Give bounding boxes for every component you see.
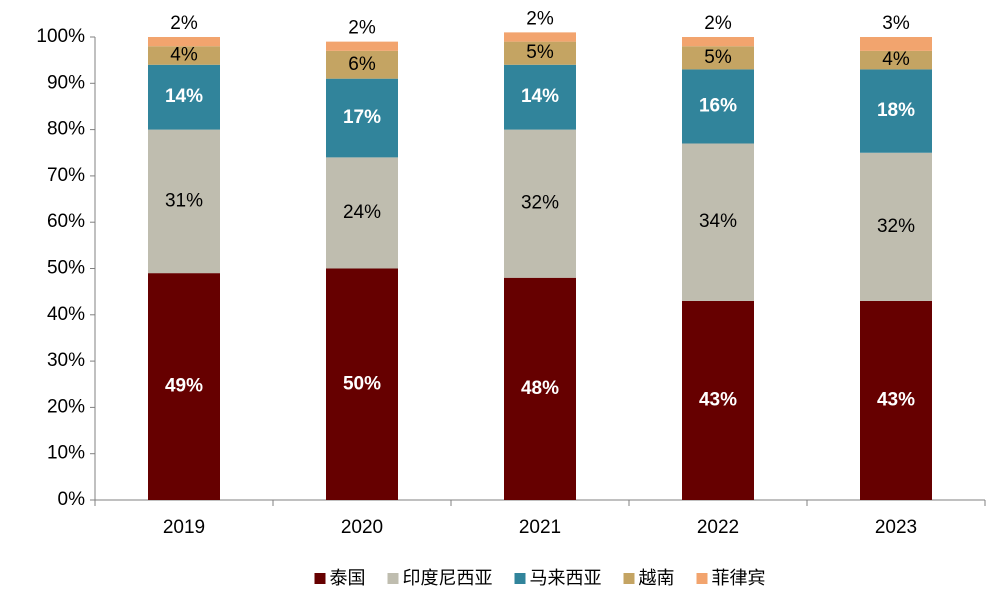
bar-segment (504, 277, 576, 500)
legend-label: 菲律宾 (712, 568, 766, 588)
bar-segment (504, 32, 576, 42)
legend-label: 越南 (639, 568, 675, 588)
data-label: 16% (699, 95, 737, 116)
bar-segment (148, 46, 220, 65)
bar-segment (860, 69, 932, 153)
y-tick-label: 50% (47, 258, 85, 279)
data-label: 2% (704, 13, 732, 34)
bar-segment (148, 64, 220, 130)
data-label: 6% (348, 54, 376, 75)
y-tick-label: 100% (36, 26, 85, 47)
data-label: 24% (343, 202, 381, 223)
y-tick-label: 70% (47, 165, 85, 186)
data-label: 43% (877, 389, 915, 410)
bar-segment (148, 37, 220, 47)
data-label: 2% (348, 18, 376, 39)
legend-label: 印度尼西亚 (403, 568, 493, 588)
bar-segment (326, 157, 398, 269)
bar-segment (860, 300, 932, 500)
bar-segment (326, 50, 398, 79)
legend-label: 马来西亚 (530, 568, 602, 588)
data-label: 2% (170, 13, 198, 34)
bar-segment (682, 37, 754, 47)
bar-segment (860, 37, 932, 51)
y-tick-label: 90% (47, 72, 85, 93)
y-tick-label: 80% (47, 119, 85, 140)
bar-segment (504, 41, 576, 65)
data-label: 18% (877, 100, 915, 121)
bar-segment (148, 273, 220, 500)
data-label: 32% (521, 193, 559, 214)
legend-label: 泰国 (330, 568, 366, 588)
bar-segment (504, 129, 576, 278)
y-tick-label: 40% (47, 304, 85, 325)
data-label: 32% (877, 216, 915, 237)
bar-segment (682, 300, 754, 500)
data-label: 50% (343, 373, 381, 394)
y-tick-label: 20% (47, 396, 85, 417)
bar-segment (682, 143, 754, 301)
bar-segment (326, 78, 398, 158)
x-tick-label: 2021 (519, 517, 561, 538)
bar-segment (860, 152, 932, 301)
bar-segment (504, 64, 576, 130)
data-label: 48% (521, 378, 559, 399)
data-label: 4% (170, 45, 198, 66)
data-label: 14% (165, 86, 203, 107)
data-label: 5% (526, 42, 554, 63)
data-label: 17% (343, 107, 381, 128)
y-tick-label: 0% (58, 489, 86, 510)
data-label: 5% (704, 47, 732, 68)
legend-swatch (696, 573, 708, 584)
bar-segment (682, 69, 754, 144)
legend-swatch (314, 573, 326, 584)
y-tick-label: 60% (47, 211, 85, 232)
y-tick-label: 30% (47, 350, 85, 371)
data-label: 34% (699, 211, 737, 232)
bar-segment (860, 50, 932, 70)
x-tick-label: 2022 (697, 517, 739, 538)
data-label: 2% (526, 8, 554, 29)
data-label: 4% (882, 49, 910, 70)
bar-segment (326, 268, 398, 500)
data-label: 14% (521, 86, 559, 107)
legend-swatch (387, 573, 399, 584)
data-label: 49% (165, 376, 203, 397)
bar-segment (148, 129, 220, 274)
x-tick-label: 2020 (341, 517, 383, 538)
x-tick-label: 2019 (163, 517, 205, 538)
data-label: 43% (699, 389, 737, 410)
data-label: 3% (882, 13, 910, 34)
bar-segment (326, 41, 398, 51)
legend-swatch (623, 573, 635, 584)
x-tick-label: 2023 (875, 517, 917, 538)
data-label: 31% (165, 190, 203, 211)
y-tick-label: 10% (47, 443, 85, 464)
legend-swatch (514, 573, 526, 584)
bar-segment (682, 46, 754, 70)
